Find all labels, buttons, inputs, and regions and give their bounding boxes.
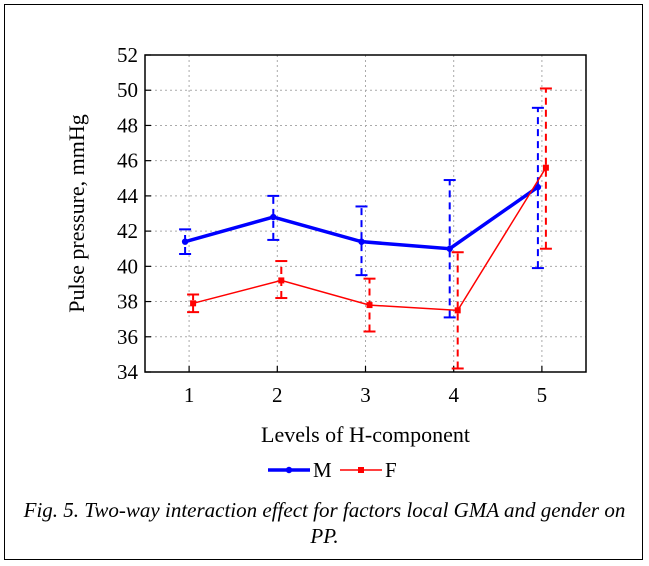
x-tick-label: 4 bbox=[448, 383, 459, 407]
y-axis-ticks: 34 36 38 40 42 44 46 48 50 52 bbox=[117, 43, 151, 384]
data-point bbox=[446, 245, 453, 252]
data-point bbox=[190, 300, 197, 307]
legend-marker bbox=[285, 466, 293, 474]
data-point bbox=[534, 183, 542, 191]
figure-frame bbox=[4, 4, 643, 560]
y-tick-label: 34 bbox=[117, 360, 139, 384]
x-tick-label: 2 bbox=[272, 383, 283, 407]
y-tick-label: 42 bbox=[117, 219, 138, 243]
legend-label: M bbox=[313, 458, 332, 482]
x-tick-label: 1 bbox=[184, 383, 195, 407]
figure-caption: Fig. 5. Two-way interaction effect for f… bbox=[23, 498, 626, 548]
data-point bbox=[366, 302, 373, 309]
legend-item-f: F bbox=[340, 458, 397, 482]
grid bbox=[145, 55, 586, 372]
y-tick-label: 46 bbox=[117, 149, 138, 173]
data-point bbox=[542, 164, 549, 171]
data-point bbox=[270, 213, 277, 221]
data-point bbox=[358, 238, 365, 245]
y-tick-label: 38 bbox=[117, 290, 138, 314]
y-tick-label: 36 bbox=[117, 325, 138, 349]
x-tick-label: 3 bbox=[360, 383, 371, 407]
data-point bbox=[181, 238, 189, 245]
legend-item-m: M bbox=[268, 458, 332, 482]
legend-label: F bbox=[385, 458, 397, 482]
y-tick-label: 44 bbox=[117, 184, 139, 208]
y-tick-label: 50 bbox=[117, 78, 138, 102]
series-f bbox=[187, 87, 552, 370]
y-tick-label: 52 bbox=[117, 43, 138, 67]
y-tick-label: 40 bbox=[117, 254, 138, 278]
data-point bbox=[278, 277, 285, 284]
x-axis-label: Levels of H-component bbox=[261, 422, 470, 447]
x-axis-ticks: 1 2 3 4 5 bbox=[184, 366, 547, 407]
plot-area bbox=[144, 54, 587, 373]
y-tick-label: 48 bbox=[117, 113, 138, 137]
y-axis-label: Pulse pressure, mmHg bbox=[64, 114, 89, 313]
x-tick-label: 5 bbox=[537, 383, 548, 407]
series-layer bbox=[179, 87, 552, 370]
legend-marker bbox=[358, 467, 364, 473]
series-m bbox=[179, 106, 544, 319]
data-point bbox=[454, 307, 461, 314]
